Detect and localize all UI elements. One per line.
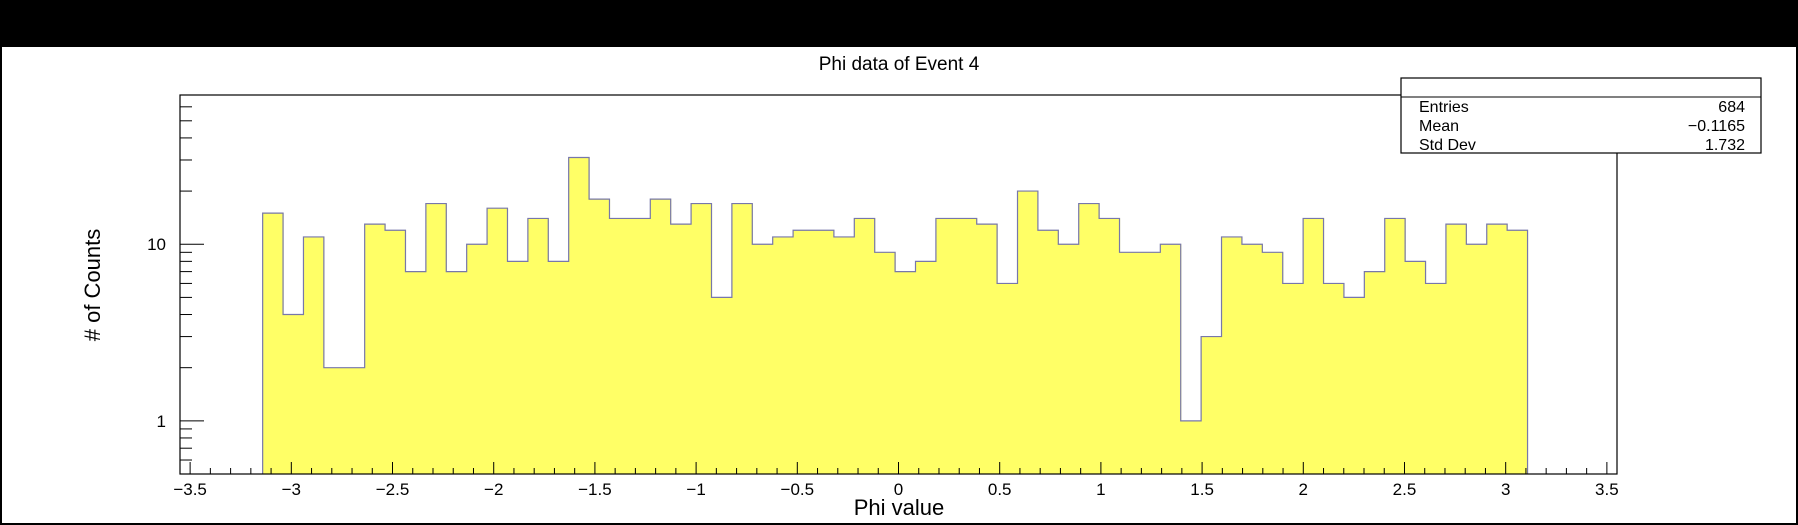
histogram-bar	[1241, 244, 1263, 474]
x-tick-label: −2	[484, 480, 503, 499]
histogram-bar	[691, 203, 713, 474]
x-tick-label: 3.5	[1595, 480, 1619, 499]
y-tick-label: 10	[147, 235, 166, 254]
x-tick-label: 1.5	[1190, 480, 1214, 499]
histogram-bar	[813, 230, 835, 474]
histogram-bar	[650, 199, 672, 474]
histogram-bar	[303, 236, 325, 474]
histogram-bar	[1466, 244, 1488, 474]
stats-box-frame	[1400, 77, 1762, 154]
stats-stddev-label: Std Dev	[1419, 137, 1476, 154]
histogram-bar	[507, 261, 529, 474]
x-axis-label: Phi value	[854, 495, 945, 520]
histogram-bar	[1139, 252, 1161, 474]
x-tick-label: −3.5	[173, 480, 207, 499]
chart-title: Phi data of Event 4	[819, 54, 980, 75]
histogram-bar	[976, 224, 998, 474]
histogram-bar	[1058, 244, 1080, 474]
histogram-bar	[1384, 218, 1406, 474]
histogram-bar	[956, 218, 978, 474]
histogram-bar	[487, 208, 509, 474]
histogram-bar	[1221, 236, 1243, 474]
x-tick-label: −0.5	[781, 480, 815, 499]
histogram-bar	[344, 367, 366, 474]
histogram-bar	[731, 203, 753, 474]
histogram-bar	[405, 271, 427, 474]
histogram-bar	[1262, 252, 1284, 474]
histogram-bar	[548, 261, 570, 474]
x-tick-label: 2.5	[1393, 480, 1417, 499]
y-tick-label: 1	[157, 412, 166, 431]
histogram-bar	[1201, 336, 1223, 474]
x-tick-label: −1.5	[578, 480, 612, 499]
histogram-bar	[1303, 218, 1325, 474]
histogram-bar	[915, 261, 937, 474]
histogram-bar	[568, 157, 590, 474]
x-tick-label: 3	[1501, 480, 1510, 499]
histogram-bar	[1078, 203, 1100, 474]
histogram-bar	[854, 218, 876, 474]
histogram-bar	[1507, 230, 1529, 474]
histogram-bar	[609, 218, 631, 474]
histogram-bar	[772, 236, 794, 474]
x-tick-label: −3	[282, 480, 301, 499]
histogram-bar	[1405, 261, 1427, 474]
histogram-bar	[752, 244, 774, 474]
histogram-bar	[711, 297, 733, 474]
histogram-bar	[1099, 218, 1121, 474]
histogram-bar	[385, 230, 407, 474]
histogram-bars	[262, 157, 1529, 475]
histogram-bar	[1282, 283, 1304, 474]
stats-entries-label: Entries	[1419, 99, 1469, 116]
histogram-bar	[874, 252, 896, 474]
stats-mean-value: −0.1165	[1688, 118, 1745, 135]
histogram-bar	[1486, 224, 1508, 474]
x-tick-label: −1	[686, 480, 705, 499]
y-axis-label: # of Counts	[80, 229, 105, 342]
histogram-bar	[1445, 224, 1467, 474]
histogram-bar	[364, 224, 386, 474]
histogram-bar	[629, 218, 651, 474]
x-tick-label: 1	[1096, 480, 1105, 499]
histogram-bar	[1323, 283, 1345, 474]
x-tick-label: 2	[1299, 480, 1308, 499]
x-tick-label: 0	[894, 480, 903, 499]
histogram-bar	[589, 199, 611, 474]
histogram-bar	[997, 283, 1019, 474]
histogram-bar	[446, 271, 468, 474]
histogram-bar	[1160, 244, 1182, 474]
histogram-bar	[1343, 297, 1365, 474]
histogram-bar	[1364, 271, 1386, 474]
histogram-bar	[527, 218, 549, 474]
y-axis: 1 10	[147, 94, 204, 475]
histogram-outline	[262, 156, 1529, 474]
histogram-bar	[262, 213, 284, 475]
histogram-bar	[1017, 191, 1039, 474]
x-axis: −3.5 −3 −2.5 −2 −1.5 −1 −0.5 0 0.5 1 1.5 2 2.5 3 3.5	[173, 462, 1619, 499]
histogram-bar	[895, 271, 917, 474]
histogram-bar	[1037, 230, 1059, 474]
histogram-bar	[466, 244, 488, 474]
x-tick-label: −2.5	[376, 480, 410, 499]
histogram-bar	[1180, 420, 1202, 474]
stats-box: Entries 684 Mean −0.1165 Std Dev 1.732	[1400, 77, 1762, 154]
histogram-bar	[425, 203, 447, 474]
histogram-bar	[793, 230, 815, 474]
histogram-bar	[670, 224, 692, 474]
stats-mean-label: Mean	[1419, 118, 1459, 135]
x-tick-label: 0.5	[988, 480, 1012, 499]
histogram-bar	[283, 314, 305, 474]
stats-entries-value: 684	[1718, 99, 1745, 116]
histogram-bar	[323, 367, 345, 474]
histogram-bar	[1119, 252, 1141, 474]
histogram-bar	[833, 236, 855, 474]
stats-stddev-value: 1.732	[1705, 137, 1745, 154]
histogram-bar	[935, 218, 957, 474]
histogram-bar	[1425, 283, 1447, 474]
